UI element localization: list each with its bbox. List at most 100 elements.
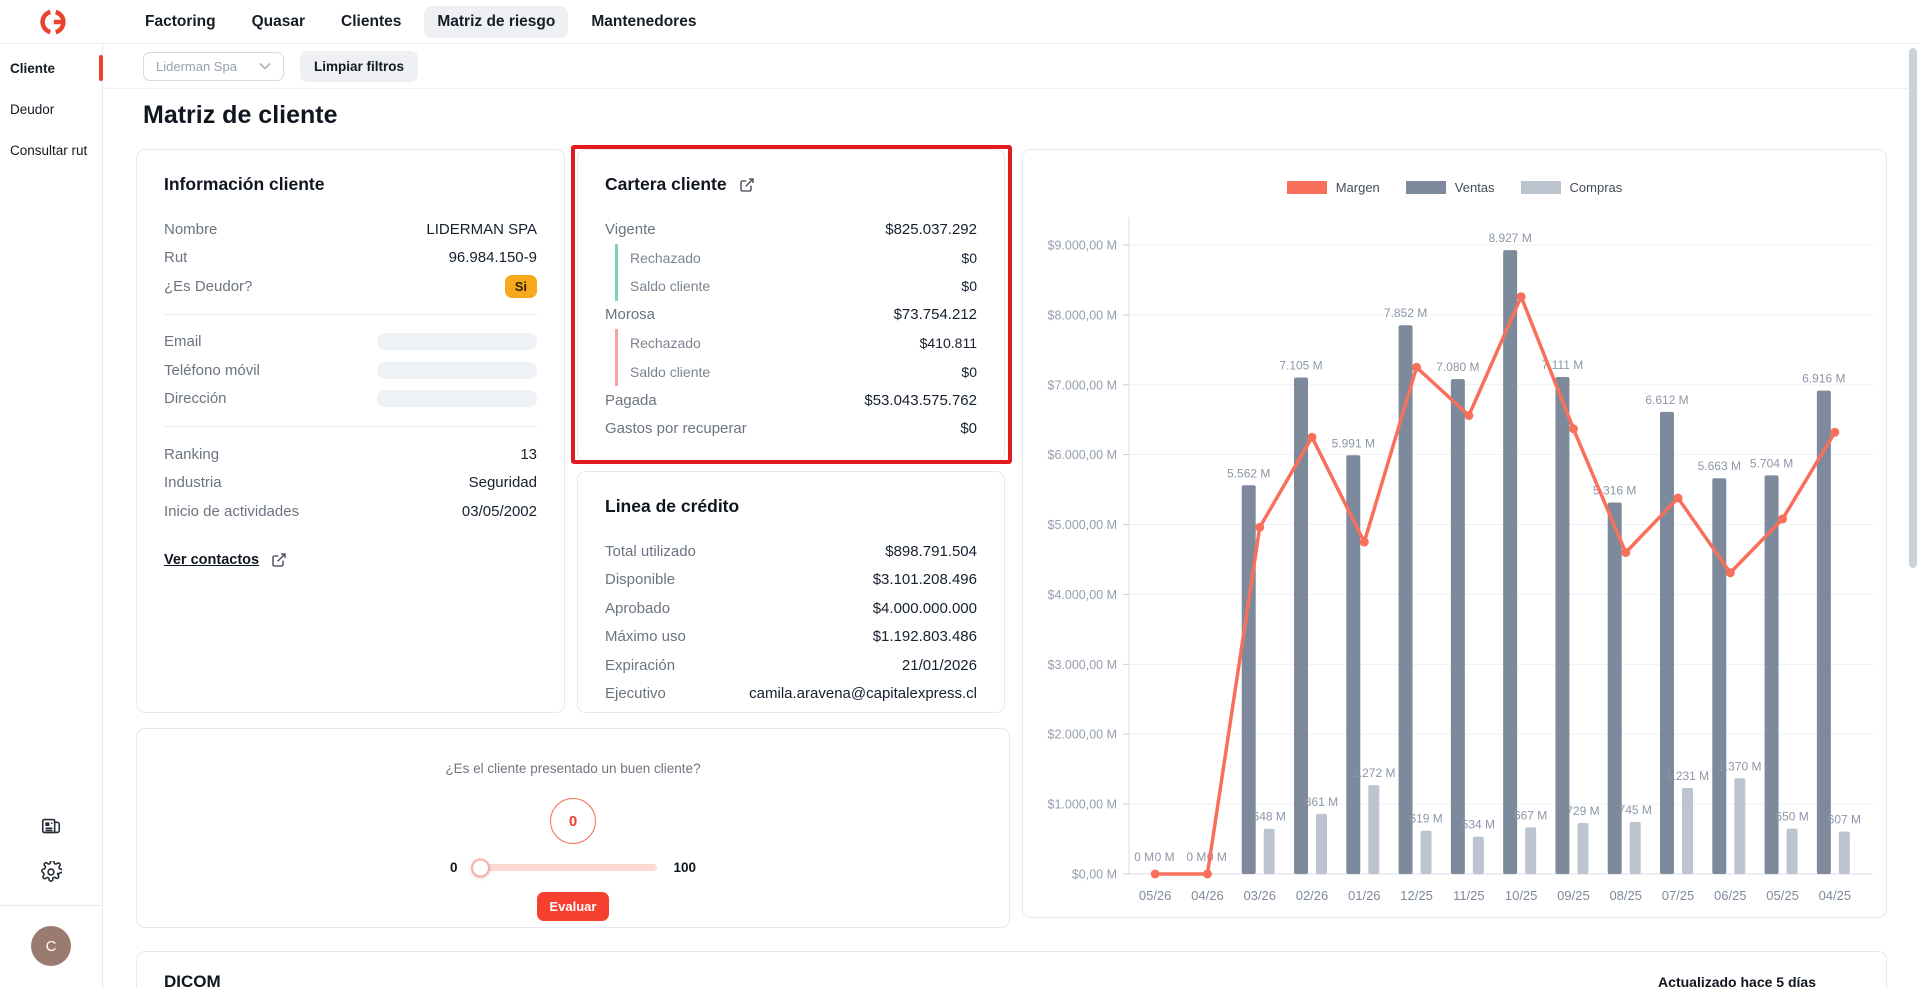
ver-contactos-link[interactable]: Ver contactos bbox=[164, 551, 260, 568]
external-link-icon bbox=[272, 552, 286, 567]
cartera-row-label: Rechazado bbox=[630, 249, 701, 266]
info-row-label: Industria bbox=[164, 474, 222, 492]
ventas-bar-label: 5.991 M bbox=[1332, 436, 1375, 450]
linea-row-label: Aprobado bbox=[605, 599, 671, 617]
ventas-bar bbox=[1503, 250, 1518, 874]
margen-point bbox=[1725, 568, 1735, 578]
evaluar-button[interactable]: Evaluar bbox=[536, 892, 610, 921]
brand-logo-icon[interactable] bbox=[38, 7, 68, 42]
ventas-bar-label: 0 M bbox=[1134, 850, 1154, 864]
margen-line bbox=[1153, 294, 1837, 876]
dicom-updated-text: Actualizado hace 5 días bbox=[1658, 974, 1816, 988]
legend-item-ventas: Ventas bbox=[1405, 180, 1495, 195]
margen-point bbox=[1307, 432, 1317, 442]
nav-item-mantenedores[interactable]: Mantenedores bbox=[578, 6, 709, 38]
compras-bar bbox=[1838, 831, 1850, 874]
score-slider-thumb[interactable] bbox=[471, 858, 491, 877]
ventas-bar bbox=[1816, 390, 1831, 874]
value-skeleton bbox=[377, 361, 537, 379]
compras-bar-label: 0 M bbox=[1155, 850, 1175, 864]
ventas-compras-margen-chart: $0,00 M $1.000,00 M $2.000,00 M $3.000,00 M… bbox=[1048, 217, 1873, 903]
compras-bar-label: 667 M bbox=[1514, 808, 1547, 822]
linea-row-label: Máximo uso bbox=[605, 628, 686, 646]
margen-point bbox=[1568, 424, 1578, 434]
compras-bar-label: 1.272 M bbox=[1352, 766, 1395, 780]
margen-point bbox=[1516, 292, 1526, 302]
info-row-value: 13 bbox=[520, 445, 537, 463]
clear-filters-button[interactable]: Limpiar filtros bbox=[299, 50, 418, 82]
linea-row: Disponible $3.101.208.496 bbox=[605, 566, 977, 595]
nav-item-factoring[interactable]: Factoring bbox=[132, 6, 229, 38]
deudor-badge: Si bbox=[504, 274, 537, 298]
compras-bar bbox=[1682, 787, 1693, 874]
cartera-card: Cartera cliente Vigente $825.037.292 Recha… bbox=[577, 149, 1005, 461]
gear-icon[interactable] bbox=[40, 859, 64, 883]
sidebar-item-cliente[interactable]: Cliente bbox=[0, 52, 103, 85]
client-filter-value: Liderman Spa bbox=[156, 58, 237, 74]
compras-bar-label: 648 M bbox=[1253, 810, 1286, 824]
score-value-badge: 0 bbox=[550, 798, 596, 844]
info-card: Información cliente Nombre LIDERMAN SPA Ru… bbox=[136, 149, 565, 713]
cartera-row-label: Rechazado bbox=[630, 335, 701, 352]
sidebar-item-deudor[interactable]: Deudor bbox=[10, 102, 55, 117]
news-icon[interactable] bbox=[40, 815, 62, 837]
cartera-row-value: $53.043.575.762 bbox=[864, 391, 977, 409]
ventas-bar-label: 0 M bbox=[1186, 850, 1206, 864]
nav-item-quasar[interactable]: Quasar bbox=[239, 6, 318, 38]
ventas-swatch bbox=[1405, 181, 1446, 194]
cartera-row: Saldo cliente $0 bbox=[630, 358, 977, 387]
info-row: ¿Es Deudor? Si bbox=[164, 272, 537, 301]
x-tick-label: 04/26 bbox=[1191, 888, 1224, 903]
ventas-bar bbox=[1450, 379, 1465, 874]
sidebar-items: Cliente Deudor Consultar rut bbox=[0, 52, 103, 167]
ventas-bar-label: 6.916 M bbox=[1802, 372, 1845, 386]
nav-item-clientes[interactable]: Clientes bbox=[328, 6, 414, 38]
value-skeleton bbox=[377, 333, 537, 351]
ventas-bar bbox=[1346, 455, 1361, 874]
scrollbar-thumb[interactable] bbox=[1909, 48, 1917, 568]
info-contact-rows: Email Teléfono móvil Dirección bbox=[164, 328, 537, 414]
legend-label: Ventas bbox=[1454, 180, 1495, 195]
linea-row: Máximo uso $1.192.803.486 bbox=[605, 623, 977, 652]
sidebar-item-consultar-rut[interactable]: Consultar rut bbox=[10, 143, 88, 158]
compras-bar bbox=[1472, 836, 1484, 874]
cartera-row-label: Saldo cliente bbox=[630, 278, 711, 295]
info-row-value: 96.984.150-9 bbox=[448, 249, 537, 267]
cartera-row-value: $73.754.212 bbox=[893, 306, 977, 324]
linea-row-label: Expiración bbox=[605, 656, 676, 674]
slider-min-label: 0 bbox=[449, 860, 458, 875]
info-identity-rows: Nombre LIDERMAN SPA Rut 96.984.150-9 ¿Es Deu… bbox=[164, 215, 537, 301]
divider bbox=[164, 426, 537, 427]
score-slider[interactable] bbox=[471, 858, 658, 877]
x-tick-label: 05/26 bbox=[1139, 888, 1172, 903]
x-tick-label: 06/25 bbox=[1714, 888, 1747, 903]
value-skeleton bbox=[377, 390, 537, 408]
cartera-row-value: $0 bbox=[961, 249, 977, 266]
cartera-sub-group: Rechazado $410.811 Saldo cliente $0 bbox=[615, 329, 977, 386]
info-skeleton-row: Email bbox=[164, 328, 537, 357]
compras-bar bbox=[1316, 813, 1327, 874]
top-nav: Factoring Quasar Clientes Matriz de riesgo M… bbox=[0, 0, 1919, 44]
y-tick-label: $7.000,00 M bbox=[1048, 378, 1118, 392]
linea-row-value: $1.192.803.486 bbox=[872, 628, 977, 646]
info-skeleton-row: Dirección bbox=[164, 385, 537, 414]
compras-bar bbox=[1263, 828, 1275, 874]
dicom-card-title: DICOM bbox=[164, 972, 221, 988]
page-title: Matriz de cliente bbox=[143, 101, 338, 129]
cartera-row: Rechazado $410.811 bbox=[630, 329, 977, 358]
compras-bar-label: 650 M bbox=[1775, 810, 1808, 824]
ventas-bar bbox=[1398, 325, 1413, 874]
linea-row-value: $4.000.000.000 bbox=[872, 599, 977, 617]
ventas-bar-label: 5.316 M bbox=[1593, 483, 1636, 497]
external-link-icon[interactable] bbox=[739, 177, 755, 193]
y-tick-label: $3.000,00 M bbox=[1048, 658, 1118, 672]
avatar[interactable]: C bbox=[31, 926, 71, 966]
client-filter-select[interactable]: Liderman Spa bbox=[143, 51, 284, 81]
x-tick-label: 10/25 bbox=[1505, 888, 1538, 903]
nav-item-matriz-de-riesgo[interactable]: Matriz de riesgo bbox=[424, 5, 569, 38]
filter-bar: Liderman Spa Limpiar filtros bbox=[103, 44, 1919, 89]
y-tick-label: $5.000,00 M bbox=[1048, 518, 1118, 532]
compras-bar-label: 1.370 M bbox=[1718, 759, 1761, 773]
linea-rows: Total utilizado $898.791.504 Disponible $3.… bbox=[605, 537, 977, 708]
y-tick-label: $4.000,00 M bbox=[1048, 588, 1118, 602]
